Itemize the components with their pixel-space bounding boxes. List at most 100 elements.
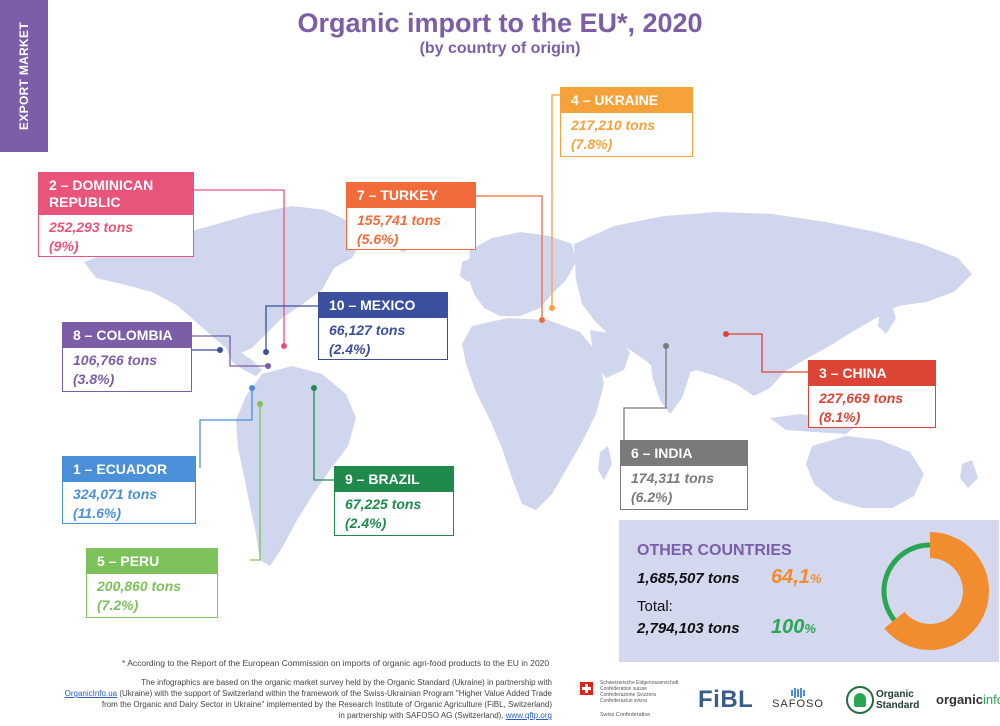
brazil-pct: (2.4%) [345, 515, 387, 531]
dot-china [723, 331, 729, 337]
organicinfo-link[interactable]: OrganicInfo.ua [64, 689, 118, 698]
connectors [192, 94, 808, 561]
dot-colombia [265, 363, 271, 369]
credits-line2-rest: (Ukraine) with the support of Switzerlan… [117, 689, 552, 698]
donut-other-segment [884, 532, 989, 650]
australia-shape [806, 436, 924, 508]
asia-shape [574, 212, 972, 396]
colombia-header: 8 – COLOMBIA [63, 323, 191, 348]
card-ecuador: 1 – ECUADOR 324,071 tons (11.6%) [62, 456, 196, 524]
credits-line2: OrganicInfo.ua (Ukraine) with the suppor… [40, 688, 552, 699]
swiss-logo-text: Schweizerische Eidgenossenschaft Confédé… [600, 680, 678, 704]
card-turkey: 7 – TURKEY 155,741 tons (5.6%) [346, 182, 476, 250]
connector-mexico [265, 305, 318, 352]
africa-shape [462, 318, 604, 510]
card-china: 3 – CHINA 227,669 tons (8.1%) [808, 360, 936, 428]
other-countries-share: 64,1% [771, 566, 822, 589]
swiss-line-4: Confederaziun svizra [600, 698, 647, 704]
other-share-number: 64,1 [771, 566, 810, 588]
connector-turkey [476, 195, 543, 320]
swiss-line-2: Confédération suisse [600, 686, 647, 692]
peru-pct: (7.2%) [97, 597, 139, 613]
ecuador-tons: 324,071 tons [73, 486, 158, 502]
total-tons: 2,794,103 tons [637, 620, 740, 637]
dot-peru [257, 401, 263, 407]
peru-tons: 200,860 tons [97, 578, 182, 594]
dominican-header: 2 – DOMINICAN REPUBLIC [39, 173, 193, 215]
safoso-logo: SAFOSO [770, 688, 826, 710]
japan-shape [878, 300, 896, 334]
credits-line4: in partnership with SAFOSO AG (Switzerla… [40, 710, 552, 721]
page-subtitle: (by country of origin) [419, 40, 581, 57]
credits-line1: The infographics are based on the organi… [141, 678, 552, 687]
brazil-header: 9 – BRAZIL [335, 467, 453, 492]
ukraine-tons: 217,210 tons [571, 117, 656, 133]
total-label: Total: [637, 598, 673, 615]
connector-brazil [313, 388, 334, 481]
peru-header: 5 – PERU [87, 549, 217, 574]
credits-line4-pre: in partnership with SAFOSO AG (Switzerla… [338, 711, 506, 720]
card-india: 6 – INDIA 174,311 tons (6.2%) [620, 440, 748, 510]
europe-shape [468, 232, 576, 316]
mexico-header: 10 – MEXICO [319, 293, 447, 318]
connector-dominican [194, 189, 285, 346]
ecuador-header: 1 – ECUADOR [63, 457, 195, 482]
organicinfo-logo: organicinfo [936, 692, 1000, 707]
other-share-symbol: % [809, 571, 822, 586]
organic-standard-word2: Standard [876, 700, 920, 711]
connector-colombia [192, 335, 268, 367]
new-zealand-shape [960, 460, 978, 488]
dot-mexico [263, 349, 269, 355]
dominican-pct: (9%) [49, 238, 79, 254]
dot-ecuador [249, 385, 255, 391]
colombia-pct: (3.8%) [73, 371, 115, 387]
export-market-tab: EXPORT MARKET [0, 0, 48, 152]
total-share: 100% [771, 616, 816, 639]
dot-turkey [539, 317, 545, 323]
fibl-logo: FiBL [698, 686, 754, 713]
card-peru: 5 – PERU 200,860 tons (7.2%) [86, 548, 218, 618]
brazil-tons: 67,225 tons [345, 496, 422, 512]
connector-ecuador [199, 388, 253, 468]
organic-standard-word1: Organic [876, 689, 914, 700]
connector-india [623, 346, 667, 440]
colombia-tons: 106,766 tons [73, 352, 158, 368]
connector-china [726, 333, 808, 373]
card-mexico: 10 – MEXICO 66,127 tons (2.4%) [318, 292, 448, 360]
safoso-wordmark: SAFOSO [772, 698, 824, 710]
total-share-symbol: % [804, 621, 816, 636]
india-tons: 174,311 tons [631, 470, 715, 486]
india-pct: (6.2%) [631, 489, 673, 505]
credits-line3: from the Organic and Dairy Sector in Ukr… [101, 700, 552, 709]
organic-standard-leaf-icon [846, 686, 874, 714]
total-share-number: 100 [771, 616, 805, 638]
ukraine-header: 4 – UKRAINE [561, 88, 692, 113]
ecuador-pct: (11.6%) [73, 505, 121, 521]
dot-brazil [311, 385, 317, 391]
page-title: Organic import to the EU*, 2020 [297, 8, 703, 38]
dot-india [663, 343, 669, 349]
safoso-mark-icon [791, 688, 805, 698]
dot-dominican [281, 343, 287, 349]
card-ukraine: 4 – UKRAINE 217,210 tons (7.8%) [560, 87, 693, 157]
south-america-shape [236, 366, 356, 566]
madagascar-shape [598, 446, 612, 480]
ukraine-pct: (7.8%) [571, 136, 613, 152]
dot-ukraine [549, 305, 555, 311]
organicinfo-main: organic [936, 692, 983, 707]
swiss-flag-icon [580, 682, 593, 695]
connector-peru [250, 404, 261, 561]
other-countries-panel: OTHER COUNTRIES 1,685,507 tons 64,1% Tot… [619, 520, 999, 662]
china-tons: 227,669 tons [819, 390, 904, 406]
swiss-line-3: Confederazione Svizzera [600, 692, 656, 698]
china-pct: (8.1%) [819, 409, 861, 425]
credits: The infographics are based on the organi… [40, 677, 552, 721]
turkey-tons: 155,741 tons [357, 212, 442, 228]
other-countries-title: OTHER COUNTRIES [637, 542, 792, 559]
dot-colombia-b [217, 347, 223, 353]
organic-standard-logo: Organic Standard [846, 686, 920, 716]
india-shape [650, 350, 690, 414]
swiss-confederation-label: Swiss Confederation [600, 712, 651, 718]
connector-ukraine [551, 94, 560, 308]
qftp-link[interactable]: www.qftp.org [505, 711, 552, 720]
